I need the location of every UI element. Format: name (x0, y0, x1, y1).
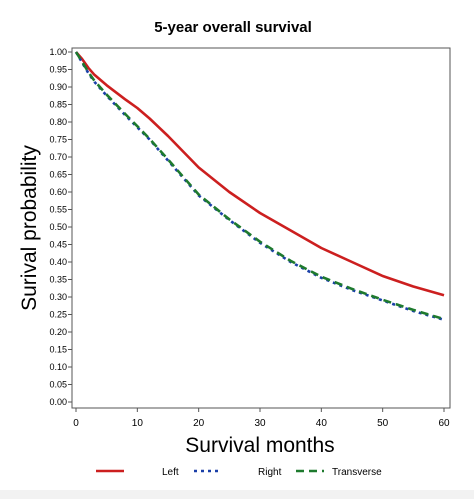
y-tick-label: 0.70 (49, 152, 67, 162)
y-tick-label: 0.00 (49, 397, 67, 407)
y-tick-label: 0.40 (49, 257, 67, 267)
bottom-strip (0, 490, 474, 499)
y-tick-label: 0.30 (49, 292, 67, 302)
series-line-right (74, 51, 445, 322)
chart-title: 5-year overall survival (154, 19, 312, 36)
y-tick-label: 0.20 (49, 327, 67, 337)
y-tick-label: 0.55 (49, 205, 67, 215)
y-tick-label: 0.05 (49, 380, 67, 390)
axis-ticks: 0.00 0.05 0.10 0.15 0.20 0.25 0.30 0.35 0.40 0.45… (49, 47, 450, 429)
y-tick-label: 1.00 (49, 47, 67, 57)
y-tick-label: 0.50 (49, 222, 67, 232)
y-tick-label: 0.35 (49, 275, 67, 285)
y-tick-label: 0.65 (49, 170, 67, 180)
y-tick-label: 0.75 (49, 135, 67, 145)
y-tick-label: 0.25 (49, 310, 67, 320)
x-tick-label: 40 (316, 418, 328, 429)
legend-label-right: Right (258, 467, 282, 478)
y-tick-label: 0.60 (49, 187, 67, 197)
x-tick-label: 0 (73, 418, 79, 429)
x-axis-label: Survival months (185, 434, 334, 457)
y-axis-label: Surival probability (18, 145, 41, 311)
y-tick-label: 0.95 (49, 65, 67, 75)
x-tick-label: 60 (438, 418, 450, 429)
plot-frame (71, 47, 451, 409)
x-tick-label: 10 (132, 418, 144, 429)
series-line-left (75, 51, 445, 297)
y-tick-label: 0.45 (49, 240, 67, 250)
legend-label-left: Left (162, 467, 179, 478)
y-tick-label: 0.90 (49, 82, 67, 92)
y-tick-label: 0.10 (49, 362, 67, 372)
y-tick-label: 0.15 (49, 345, 67, 355)
legend: Left Right Transverse (96, 467, 382, 478)
y-tick-label: 0.85 (49, 100, 67, 110)
legend-label-transverse: Transverse (332, 467, 382, 478)
x-tick-label: 20 (193, 418, 205, 429)
series-line-transverse (74, 51, 445, 321)
series-lines (74, 51, 445, 322)
x-tick-label: 50 (377, 418, 389, 429)
y-tick-label: 0.80 (49, 117, 67, 127)
x-tick-label: 30 (254, 418, 266, 429)
